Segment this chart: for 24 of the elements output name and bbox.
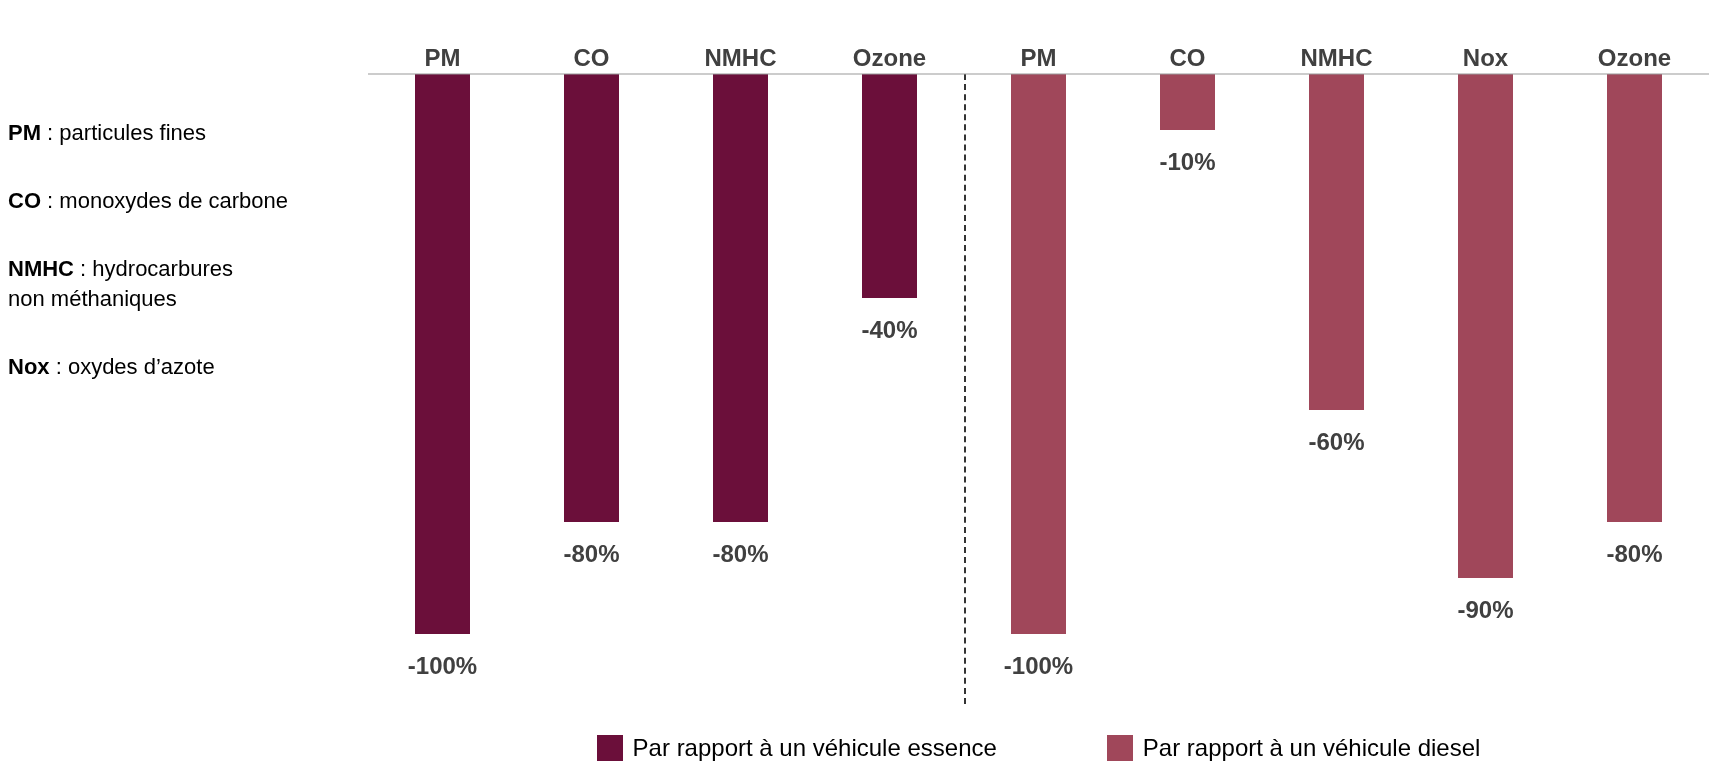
x-tick-label: PM xyxy=(1020,44,1057,71)
data-label: -100% xyxy=(407,652,478,679)
x-tick-label: NMHC xyxy=(704,44,777,71)
x-tick-label: NMHC xyxy=(1300,44,1373,71)
x-tick-label: Ozone xyxy=(852,44,927,71)
data-label: -40% xyxy=(861,316,918,343)
data-label: -60% xyxy=(1308,428,1365,455)
text: Nox : oxydes d’azote xyxy=(8,353,216,381)
data-label: -80% xyxy=(712,540,769,567)
data-label: -100% xyxy=(1003,652,1074,679)
text: PM : particules fines xyxy=(8,119,208,147)
x-tick-label: CO xyxy=(1169,44,1206,71)
legend-label: Par rapport à un véhicule diesel xyxy=(1142,734,1481,762)
x-tick-label: PM xyxy=(424,44,461,71)
data-label: -80% xyxy=(563,540,620,567)
data-label: -10% xyxy=(1159,148,1216,175)
data-label: -90% xyxy=(1457,596,1514,623)
text: NMHC : hydrocarbures non méthaniques xyxy=(8,255,234,313)
text: CO : monoxydes de carbone xyxy=(8,187,290,215)
x-tick-label: Ozone xyxy=(1597,44,1672,71)
x-tick-label: CO xyxy=(573,44,610,71)
x-tick-label: Nox xyxy=(1462,44,1509,71)
data-label: -80% xyxy=(1606,540,1663,567)
legend-label: Par rapport à un véhicule essence xyxy=(632,734,997,762)
